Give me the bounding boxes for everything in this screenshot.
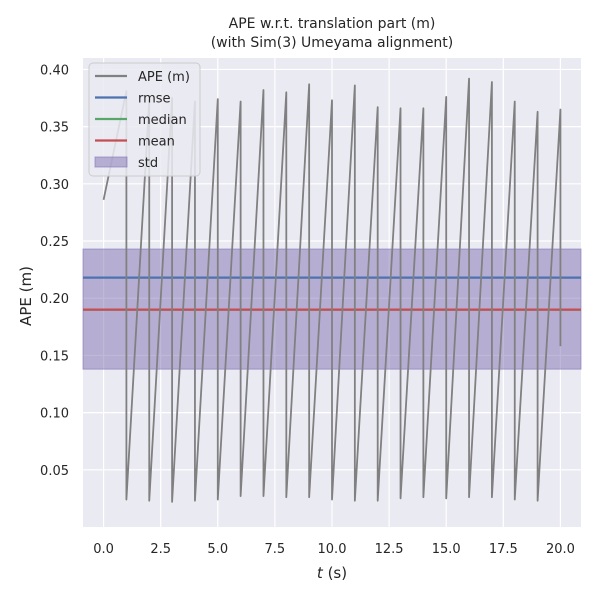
x-tick-label: 10.0 — [318, 542, 347, 557]
legend-label-ape: APE (m) — [138, 70, 190, 85]
chart-title: APE w.r.t. translation part (m) — [229, 16, 436, 32]
y-tick-label: 0.15 — [40, 349, 69, 364]
y-tick-label: 0.40 — [40, 63, 69, 78]
chart-subtitle: (with Sim(3) Umeyama alignment) — [211, 35, 454, 51]
y-tick-label: 0.20 — [40, 292, 69, 307]
x-tick-label: 2.5 — [150, 542, 171, 557]
x-axis-label-variable: t — [317, 564, 324, 582]
legend-swatch-std — [94, 156, 128, 168]
y-tick-label: 0.05 — [40, 464, 69, 479]
y-tick-label: 0.10 — [40, 407, 69, 422]
legend-label-std: std — [138, 156, 158, 171]
legend-label-mean: mean — [138, 135, 175, 150]
y-axis-label: APE (m) — [17, 266, 35, 326]
x-tick-label: 7.5 — [265, 542, 286, 557]
legend: APE (m) rmse median mean std — [88, 62, 201, 177]
x-tick-label: 0.0 — [93, 542, 114, 557]
ape-series-line — [102, 77, 562, 503]
x-axis-label: t (s) — [317, 564, 347, 582]
legend-label-median: median — [138, 113, 187, 128]
y-tick-label: 0.25 — [40, 235, 69, 250]
legend-label-rmse: rmse — [138, 92, 171, 107]
x-tick-label: 20.0 — [546, 542, 575, 557]
chart-title-group: APE w.r.t. translation part (m) (with Si… — [211, 16, 454, 51]
legend-box — [88, 62, 201, 177]
y-tick-label: 0.35 — [40, 121, 69, 136]
series-layer — [102, 77, 562, 503]
y-tick-label: 0.30 — [40, 178, 69, 193]
x-tick-labels: 0.0 2.5 5.0 7.5 10.0 12.5 15.0 17.5 20.0 — [93, 542, 575, 557]
x-tick-label: 12.5 — [375, 542, 404, 557]
x-tick-label: 5.0 — [207, 542, 228, 557]
y-tick-labels: 0.05 0.10 0.15 0.20 0.25 0.30 0.35 0.40 — [40, 63, 69, 478]
x-tick-label: 17.5 — [489, 542, 518, 557]
x-axis-label-unit: (s) — [323, 564, 347, 582]
x-tick-label: 15.0 — [432, 542, 461, 557]
